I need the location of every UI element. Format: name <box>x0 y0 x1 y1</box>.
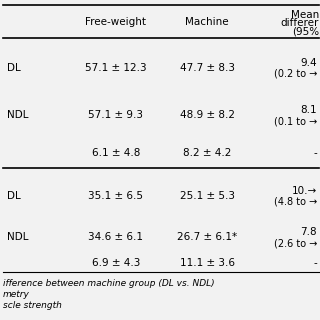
Text: 34.6 ± 6.1: 34.6 ± 6.1 <box>89 232 143 242</box>
Text: Machine: Machine <box>185 17 229 27</box>
Text: (2.6 to →: (2.6 to → <box>274 238 317 248</box>
Text: differer: differer <box>281 18 319 28</box>
Text: 57.1 ± 9.3: 57.1 ± 9.3 <box>89 110 143 120</box>
Text: (4.8 to →: (4.8 to → <box>274 197 317 207</box>
Text: DL: DL <box>7 191 21 201</box>
Text: 6.1 ± 4.8: 6.1 ± 4.8 <box>92 148 140 158</box>
Text: NDL: NDL <box>7 110 28 120</box>
Text: metry: metry <box>3 290 30 299</box>
Text: -: - <box>313 148 317 158</box>
Text: DL: DL <box>7 63 21 73</box>
Text: 8.2 ± 4.2: 8.2 ± 4.2 <box>183 148 231 158</box>
Text: 10.→: 10.→ <box>292 186 317 196</box>
Text: 6.9 ± 4.3: 6.9 ± 4.3 <box>92 258 140 268</box>
Text: NDL: NDL <box>7 232 28 242</box>
Text: -: - <box>313 258 317 268</box>
Text: (0.2 to →: (0.2 to → <box>274 69 317 79</box>
Text: (95%: (95% <box>292 27 319 37</box>
Text: Mean: Mean <box>291 10 319 20</box>
Text: Free-weight: Free-weight <box>85 17 147 27</box>
Text: 47.7 ± 8.3: 47.7 ± 8.3 <box>180 63 235 73</box>
Text: 57.1 ± 12.3: 57.1 ± 12.3 <box>85 63 147 73</box>
Text: 7.8: 7.8 <box>300 227 317 237</box>
Text: 26.7 ± 6.1*: 26.7 ± 6.1* <box>177 232 237 242</box>
Text: 25.1 ± 5.3: 25.1 ± 5.3 <box>180 191 235 201</box>
Text: ifference between machine group (DL vs. NDL): ifference between machine group (DL vs. … <box>3 279 215 288</box>
Text: scle strength: scle strength <box>3 301 62 310</box>
Text: 8.1: 8.1 <box>300 105 317 115</box>
Text: 48.9 ± 8.2: 48.9 ± 8.2 <box>180 110 235 120</box>
Text: (0.1 to →: (0.1 to → <box>274 116 317 126</box>
Text: 35.1 ± 6.5: 35.1 ± 6.5 <box>89 191 143 201</box>
Text: 9.4: 9.4 <box>300 58 317 68</box>
Text: 11.1 ± 3.6: 11.1 ± 3.6 <box>180 258 235 268</box>
